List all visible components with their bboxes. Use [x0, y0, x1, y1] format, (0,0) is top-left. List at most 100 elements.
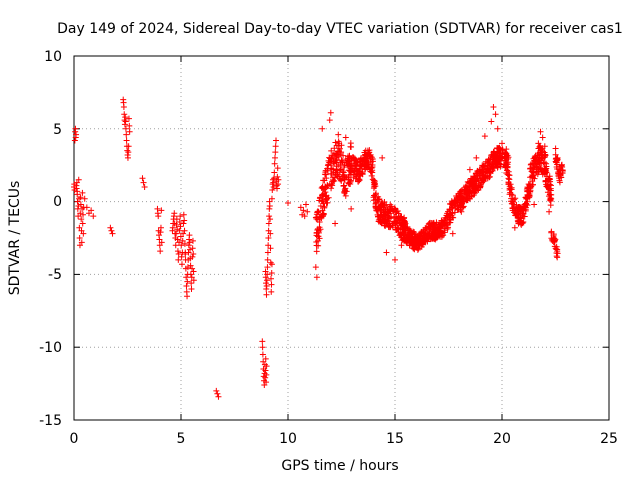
data-point	[259, 344, 266, 351]
data-point	[304, 208, 311, 215]
data-point	[497, 163, 504, 170]
data-point	[372, 183, 379, 190]
data-point	[486, 173, 493, 180]
data-point	[470, 180, 477, 187]
data-point	[336, 145, 343, 152]
data-point	[508, 186, 515, 193]
data-point	[494, 125, 501, 132]
data-point	[379, 216, 386, 223]
data-point	[266, 202, 273, 209]
data-point	[348, 205, 355, 212]
data-point	[333, 166, 340, 173]
data-point	[506, 176, 513, 183]
data-point	[539, 155, 546, 162]
data-point	[373, 199, 380, 206]
data-point	[140, 179, 147, 186]
data-point	[184, 278, 191, 285]
data-point	[272, 149, 279, 156]
plot-frame	[73, 55, 610, 421]
data-point	[394, 220, 401, 227]
data-point	[354, 170, 361, 177]
data-point	[541, 159, 548, 166]
data-point	[513, 201, 520, 208]
data-point	[176, 218, 183, 225]
data-point	[73, 185, 80, 192]
data-point	[320, 200, 327, 207]
data-point	[190, 251, 197, 258]
x-axis-label: GPS time / hours	[281, 458, 398, 474]
data-point	[553, 246, 560, 253]
data-point	[259, 338, 266, 345]
data-point	[71, 137, 78, 144]
data-point	[139, 175, 146, 182]
data-point	[535, 140, 542, 147]
x-tick-label: 10	[279, 431, 297, 447]
data-point	[529, 174, 536, 181]
data-point	[78, 216, 85, 223]
data-point	[480, 176, 487, 183]
data-point	[364, 155, 371, 162]
data-point	[126, 122, 133, 129]
data-point	[537, 128, 544, 135]
data-point	[546, 208, 553, 215]
data-point	[317, 203, 324, 210]
data-point	[180, 220, 187, 227]
data-point	[368, 165, 375, 172]
data-point	[546, 173, 553, 180]
data-point	[123, 131, 130, 138]
data-point	[392, 213, 399, 220]
data-point	[321, 177, 328, 184]
data-point	[215, 393, 222, 400]
data-point	[183, 274, 190, 281]
data-point	[492, 111, 499, 118]
data-point	[301, 213, 308, 220]
data-point	[448, 199, 455, 206]
data-point	[460, 198, 467, 205]
data-point	[507, 181, 514, 188]
data-point	[266, 213, 273, 220]
data-point	[547, 178, 554, 185]
data-point	[366, 147, 373, 154]
data-point	[90, 213, 97, 220]
data-point	[189, 253, 196, 260]
data-point	[178, 242, 185, 249]
data-point	[541, 165, 548, 172]
data-point	[141, 184, 148, 191]
data-point	[315, 242, 322, 249]
data-point	[120, 103, 127, 110]
data-point	[75, 176, 82, 183]
data-point	[398, 242, 405, 249]
y-axis-label: SDTVAR / TECUs	[7, 181, 23, 296]
data-point	[394, 217, 401, 224]
data-point	[267, 230, 274, 237]
data-point	[121, 111, 128, 118]
data-point	[429, 235, 436, 242]
data-point	[274, 165, 281, 172]
data-point	[557, 166, 564, 173]
data-point	[466, 179, 473, 186]
data-point	[320, 212, 327, 219]
data-point	[334, 171, 341, 178]
data-point	[429, 220, 436, 227]
data-point	[268, 288, 275, 295]
data-point	[328, 147, 335, 154]
data-point	[351, 171, 358, 178]
data-point	[335, 131, 342, 138]
data-point	[349, 154, 356, 161]
data-point	[319, 125, 326, 132]
data-point	[157, 248, 164, 255]
data-point	[490, 103, 497, 110]
data-point	[185, 242, 192, 249]
data-point	[458, 208, 465, 215]
data-point	[439, 220, 446, 227]
x-tick-label: 0	[70, 431, 79, 447]
data-point	[263, 379, 270, 386]
data-point	[449, 230, 456, 237]
data-point	[268, 195, 275, 202]
data-point	[300, 207, 307, 214]
data-point	[326, 180, 333, 187]
data-point	[268, 261, 275, 268]
data-point	[457, 202, 464, 209]
data-point	[173, 221, 180, 228]
data-point	[553, 163, 560, 170]
